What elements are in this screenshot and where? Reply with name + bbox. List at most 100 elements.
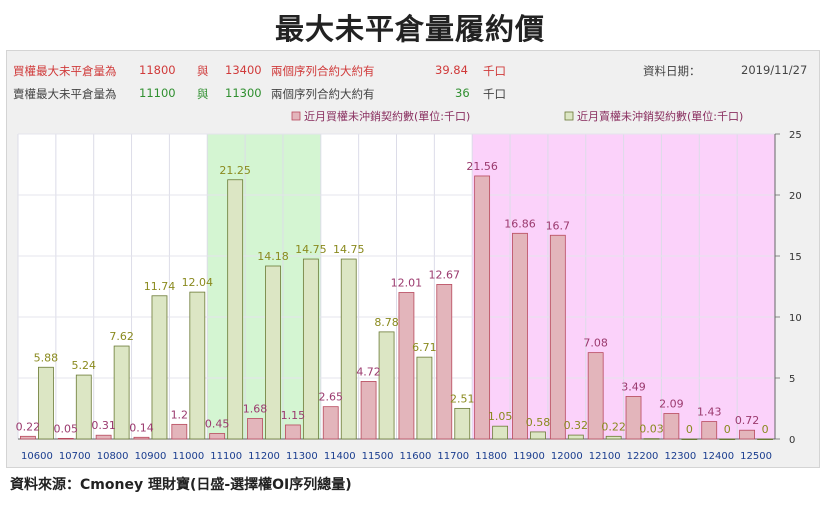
x-tick-label: 10800: [97, 451, 129, 462]
legend-swatch-put: [564, 111, 574, 121]
data-label-put: 5.88: [34, 351, 59, 364]
data-label-call: 21.56: [466, 160, 498, 173]
bar-put: [265, 265, 281, 440]
data-label-put: 21.25: [219, 164, 251, 177]
buy-call-label: 買權最大未平倉量為: [13, 64, 117, 78]
sell-put-and: 與: [197, 87, 209, 101]
data-label-call: 1.2: [171, 408, 189, 421]
data-label-put: 11.74: [144, 280, 176, 293]
x-tick-label: 11700: [437, 451, 469, 462]
x-tick-label: 11200: [248, 451, 280, 462]
data-label-put: 0.32: [564, 419, 589, 432]
bar-put: [530, 431, 546, 440]
bar-call: [284, 424, 301, 440]
data-label-call: 2.65: [318, 391, 343, 404]
x-tick-label: 11400: [324, 451, 356, 462]
bar-put: [643, 438, 660, 440]
bar-put: [113, 345, 130, 440]
data-label-call: 0.14: [129, 421, 154, 434]
data-label-call: 4.72: [356, 365, 381, 378]
y-tick-label: 0: [789, 435, 795, 446]
x-tick-label: 11500: [362, 451, 394, 462]
x-tick-label: 12400: [702, 451, 734, 462]
data-label-put: 7.62: [109, 330, 134, 343]
x-tick-label: 12200: [627, 451, 659, 462]
data-label-call: 0.05: [54, 422, 79, 435]
oi-bar-chart: 0 5 10 15 20 25 0.22 5.88 10600 0.05 5.24 10700 0.31…: [16, 109, 802, 462]
data-label-call: 7.08: [583, 337, 608, 350]
data-label-call: 0.72: [735, 414, 760, 427]
bar-put: [227, 179, 244, 440]
data-label-call: 1.43: [697, 406, 722, 419]
data-label-put: 12.04: [182, 276, 214, 289]
x-tick-label: 10700: [59, 451, 91, 462]
data-label-put: 5.24: [72, 359, 97, 372]
bar-call: [247, 418, 263, 440]
x-tick-label: 11300: [286, 451, 318, 462]
sell-put-label: 賣權最大未平倉量為: [13, 87, 117, 101]
bar-put: [605, 435, 622, 440]
sell-put-info-row: 賣權最大未平倉量為 11100 與 11300 兩個序列合約大約有 36 千口: [13, 86, 813, 102]
data-label-call: 0.31: [91, 419, 116, 432]
sell-put-strike1: 11100: [139, 86, 176, 100]
data-label-call: 0.22: [16, 420, 41, 433]
bar-put: [302, 258, 319, 440]
x-tick-label: 12000: [551, 451, 583, 462]
y-tick-label: 15: [789, 252, 802, 263]
sell-put-strike2: 11300: [225, 86, 262, 100]
bar-call: [360, 381, 377, 440]
x-tick-label: 12100: [589, 451, 621, 462]
data-label-put: 8.78: [374, 316, 399, 329]
bar-call: [95, 434, 112, 440]
data-label-call: 16.7: [546, 219, 571, 232]
bar-call: [133, 436, 150, 440]
x-tick-label: 11100: [210, 451, 242, 462]
bar-call: [20, 435, 36, 440]
bar-call: [701, 421, 718, 440]
data-label-put: 0.22: [601, 420, 626, 433]
buy-call-unit: 千口: [483, 64, 506, 78]
sell-put-desc: 兩個序列合約大約有: [271, 87, 375, 101]
y-tick-label: 10: [789, 313, 802, 324]
x-tick-label: 11000: [172, 451, 204, 462]
y-tick-label: 5: [789, 374, 795, 385]
legend-label-put: 近月賣權未沖銷契約數(單位:千口): [577, 109, 743, 123]
x-tick-label: 12500: [740, 451, 772, 462]
bar-put: [492, 425, 509, 440]
buy-call-strike2: 13400: [225, 63, 262, 77]
data-label-call: 16.86: [504, 217, 536, 230]
data-label-put: 14.75: [333, 243, 365, 256]
data-label-put: 0: [762, 423, 769, 436]
x-tick-label: 11600: [400, 451, 432, 462]
bar-put: [38, 366, 54, 440]
bar-put: [151, 295, 168, 440]
data-label-call: 1.15: [281, 409, 306, 422]
data-label-call: 3.49: [621, 380, 646, 393]
buy-call-desc: 兩個序列合約大約有: [271, 64, 375, 78]
bar-call: [625, 396, 642, 440]
data-label-put: 0: [724, 423, 731, 436]
sell-put-value: 36: [455, 86, 470, 100]
bar-call: [587, 352, 604, 440]
bar-put: [681, 438, 698, 441]
buy-call-and: 與: [197, 64, 209, 78]
date-value: 2019/11/27: [741, 63, 808, 77]
data-label-put: 6.71: [412, 341, 437, 354]
bar-call: [739, 429, 755, 440]
data-label-put: 0.03: [639, 423, 664, 436]
bar-call: [322, 406, 339, 440]
data-label-call: 2.09: [659, 398, 684, 411]
source-note: 資料來源：Cmoney 理財寶(日盛-選擇權OI序列總量): [10, 477, 352, 493]
data-label-call: 1.68: [243, 403, 268, 416]
y-tick-label: 20: [789, 191, 802, 202]
x-tick-label: 11900: [513, 451, 545, 462]
x-tick-label: 10600: [21, 451, 53, 462]
data-label-put: 0: [686, 423, 693, 436]
bar-put: [340, 258, 357, 440]
legend-label-call: 近月買權未沖銷契約數(單位:千口): [304, 109, 470, 123]
buy-call-value: 39.84: [435, 63, 468, 77]
date-label: 資料日期：: [643, 64, 701, 78]
bar-call: [663, 413, 680, 440]
data-label-put: 0.58: [526, 416, 551, 429]
bar-put: [189, 291, 206, 440]
